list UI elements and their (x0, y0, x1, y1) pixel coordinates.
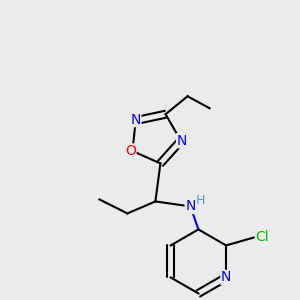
Text: N: N (177, 134, 187, 148)
Text: H: H (196, 194, 205, 207)
Text: N: N (185, 200, 196, 213)
Text: N: N (221, 270, 231, 284)
Text: N: N (130, 112, 141, 127)
Text: Cl: Cl (255, 230, 269, 244)
Text: O: O (125, 144, 136, 158)
